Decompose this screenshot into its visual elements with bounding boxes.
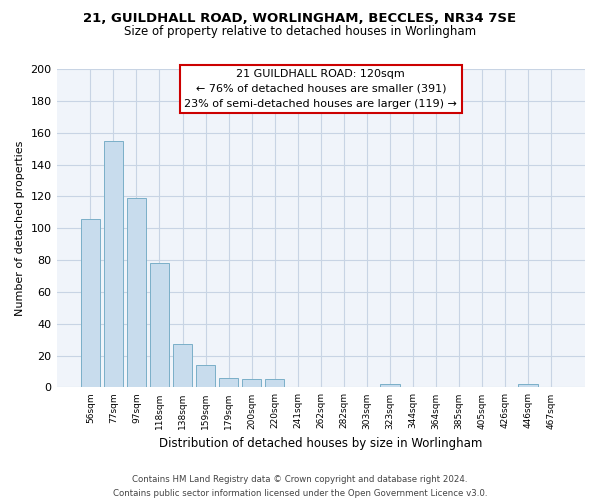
Bar xyxy=(380,384,400,388)
Bar xyxy=(219,378,238,388)
Bar xyxy=(173,344,193,388)
Bar xyxy=(518,384,538,388)
Text: 21, GUILDHALL ROAD, WORLINGHAM, BECCLES, NR34 7SE: 21, GUILDHALL ROAD, WORLINGHAM, BECCLES,… xyxy=(83,12,517,26)
Bar xyxy=(127,198,146,388)
Bar xyxy=(104,140,123,388)
Bar xyxy=(149,263,169,388)
Y-axis label: Number of detached properties: Number of detached properties xyxy=(15,140,25,316)
Bar xyxy=(242,380,262,388)
Text: 21 GUILDHALL ROAD: 120sqm
← 76% of detached houses are smaller (391)
23% of semi: 21 GUILDHALL ROAD: 120sqm ← 76% of detac… xyxy=(184,69,457,108)
Bar xyxy=(80,218,100,388)
Bar xyxy=(196,365,215,388)
Text: Size of property relative to detached houses in Worlingham: Size of property relative to detached ho… xyxy=(124,25,476,38)
Text: Contains HM Land Registry data © Crown copyright and database right 2024.
Contai: Contains HM Land Registry data © Crown c… xyxy=(113,476,487,498)
X-axis label: Distribution of detached houses by size in Worlingham: Distribution of detached houses by size … xyxy=(159,437,482,450)
Bar xyxy=(265,380,284,388)
